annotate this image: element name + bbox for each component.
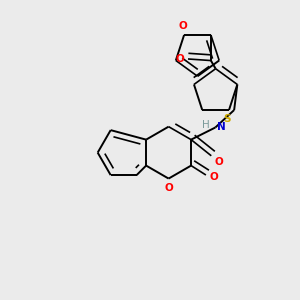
Text: O: O [178, 21, 187, 31]
Text: O: O [209, 172, 218, 182]
Text: O: O [165, 183, 174, 193]
Text: N: N [217, 122, 226, 132]
Text: H: H [202, 120, 210, 130]
Text: O: O [176, 54, 184, 64]
Text: S: S [224, 114, 231, 124]
Text: O: O [214, 158, 223, 167]
